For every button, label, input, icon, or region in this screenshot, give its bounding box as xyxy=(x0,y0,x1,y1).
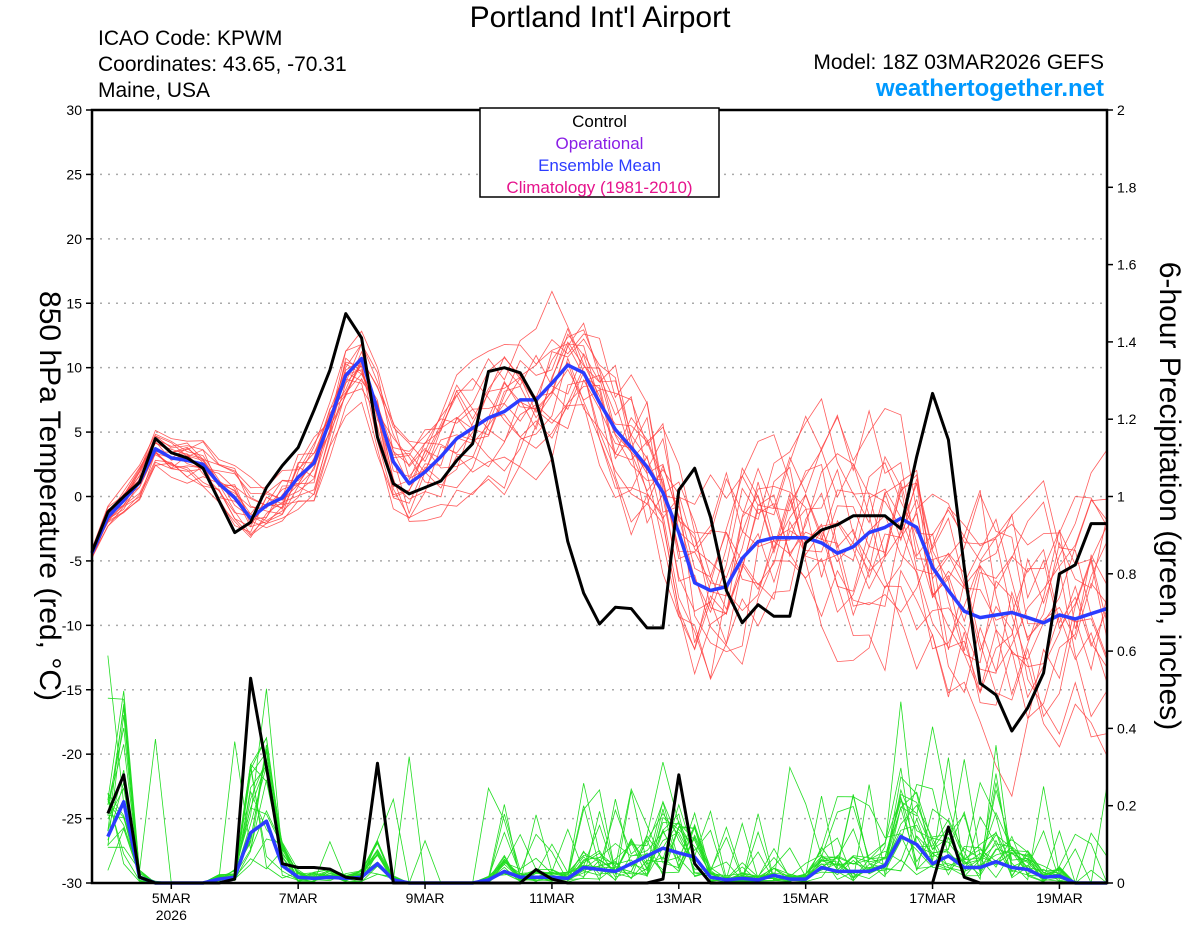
temperature-member-line xyxy=(91,352,1108,720)
temperature-member-line xyxy=(91,355,1108,601)
y-tick-label: -25 xyxy=(62,811,82,827)
y-tick-label: 25 xyxy=(66,166,82,182)
y-tick-label: -15 xyxy=(62,682,82,698)
region: Maine, USA xyxy=(98,79,211,102)
y-axis-label: 850 hPa Temperature (red, °C) xyxy=(33,291,66,701)
y-tick-label: -5 xyxy=(70,553,83,569)
y-tick-label: 20 xyxy=(66,231,82,247)
chart-title: Portland Int'l Airport xyxy=(469,1,731,34)
legend-box xyxy=(479,107,720,198)
y2-tick-label: 1.8 xyxy=(1117,179,1137,195)
model-run: Model: 18Z 03MAR2026 GEFS xyxy=(813,51,1104,74)
temperature-member-line xyxy=(91,373,1108,651)
x-tick-year: 2026 xyxy=(156,907,187,923)
temperature-member-line xyxy=(91,330,1108,693)
x-tick-label: 11MAR xyxy=(529,890,575,906)
x-tick-label: 13MAR xyxy=(655,890,702,906)
y-tick-label: 0 xyxy=(74,489,82,505)
y2-axis-label: 6-hour Precipitation (green, inches) xyxy=(1153,262,1186,731)
temperature-member-line xyxy=(91,357,1108,666)
mean-temperature-line xyxy=(90,356,1108,625)
icao-code: ICAO Code: KPWM xyxy=(98,27,283,50)
legend-item: Climatology (1981-2010) xyxy=(506,178,692,197)
legend: Control Operational Ensemble Mean Climatolo… xyxy=(479,107,720,198)
y-tick-label: -10 xyxy=(62,617,82,633)
control-temperature-line xyxy=(90,312,1107,733)
y2-tick-label: 0.6 xyxy=(1117,643,1137,659)
x-tick-label: 7MAR xyxy=(279,890,318,906)
y2-tick-label: 1 xyxy=(1117,489,1125,505)
y-tick-label: 15 xyxy=(66,295,82,311)
temperature-member-line xyxy=(91,338,1108,658)
y-tick-label: 5 xyxy=(74,424,82,440)
temperature-member-line xyxy=(91,374,1108,650)
temperature-member-line xyxy=(91,290,1108,718)
y2-tick-label: 2 xyxy=(1117,102,1125,118)
y2-tick-label: 1.6 xyxy=(1117,257,1137,273)
x-tick-label: 19MAR xyxy=(1036,890,1083,906)
y-tick-label: 30 xyxy=(66,102,82,118)
x-tick-label: 17MAR xyxy=(909,890,956,906)
y2-tick-label: 0 xyxy=(1117,875,1125,891)
y2-tick-label: 1.2 xyxy=(1117,411,1137,427)
temperature-member-line xyxy=(91,329,1108,798)
legend-item: Ensemble Mean xyxy=(538,156,661,175)
y2-tick-label: 0.4 xyxy=(1117,720,1137,736)
y2-tick-label: 1.4 xyxy=(1117,334,1137,350)
y2-tick-label: 0.2 xyxy=(1117,798,1137,814)
x-tick-label: 15MAR xyxy=(782,890,829,906)
x-tick-label: 9MAR xyxy=(406,890,445,906)
site-link[interactable]: weathertogether.net xyxy=(875,75,1104,102)
y-tick-label: 10 xyxy=(66,360,82,376)
x-tick-label: 5MAR xyxy=(152,890,191,906)
y2-tick-label: 0.8 xyxy=(1117,566,1137,582)
y-tick-label: -30 xyxy=(62,875,82,891)
legend-item: Operational xyxy=(556,134,644,153)
coordinates: Coordinates: 43.65, -70.31 xyxy=(98,53,347,76)
temperature-member-line xyxy=(91,333,1108,699)
axes: 302520151050-5-10-15-20-25-3021.81.61.41… xyxy=(62,102,1137,923)
legend-item: Control xyxy=(572,112,627,131)
temperature-member-line xyxy=(91,350,1108,757)
y-tick-label: -20 xyxy=(62,746,82,762)
main-series xyxy=(90,312,1108,885)
temperature-member-line xyxy=(91,343,1108,683)
precip-member-line xyxy=(107,769,1108,884)
temperature-member-line xyxy=(91,327,1108,738)
precip-member-line xyxy=(107,764,1107,884)
